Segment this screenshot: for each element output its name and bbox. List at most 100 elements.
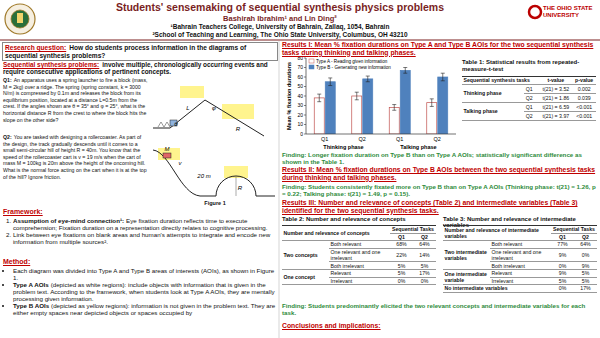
error-cap [366, 76, 370, 77]
cell: Q2 [413, 233, 436, 241]
cell: Irrelevant [329, 277, 390, 285]
cell: <0.001 [572, 111, 596, 120]
cell: 0% [551, 285, 574, 293]
finding: Finding: Students predominantly elicited… [282, 302, 598, 316]
question: Q2:You are tasked with designing a rolle… [3, 134, 149, 180]
tick-label: 80 [297, 55, 303, 61]
cell: 0.039 [572, 93, 596, 102]
error-cap [317, 94, 321, 95]
error-cap [403, 67, 407, 68]
cell: Number and relevance of concepts [282, 226, 390, 241]
error-line [356, 92, 357, 100]
heading: Results III: Number and relevance of con… [282, 199, 598, 214]
cell: 9% [551, 248, 574, 262]
cell: p-value [572, 77, 596, 85]
cell: One concept [282, 269, 329, 284]
y-axis [306, 58, 307, 134]
heading: Sequential synthesis problems: [3, 61, 99, 68]
cell: Both irrelevant [329, 262, 390, 270]
tick-label: 50 [297, 83, 303, 89]
logo-book [17, 13, 23, 23]
logo-core [11, 10, 29, 28]
list-item: Type B AOIs(depicted as yellow regions):… [13, 302, 276, 316]
error-line [367, 76, 368, 82]
error-cap [430, 106, 434, 107]
question-label: Q2: [3, 134, 12, 140]
logo-left [5, 4, 35, 34]
row: Thinking phaseQ1t(21) = 3.520.002 [462, 84, 596, 93]
error-cap [392, 104, 396, 105]
legend-swatch [309, 59, 314, 63]
row: One intermediate variableRelevant9%5% [443, 269, 597, 277]
error-line [394, 105, 395, 111]
figure-label: v [179, 160, 183, 166]
cell: Thinking phase [462, 84, 524, 102]
tick [304, 77, 306, 78]
list-item: Type A AOIs(depicted as white regions): … [13, 281, 276, 302]
spring [158, 122, 170, 127]
row: One conceptRelevant5%17% [282, 269, 436, 277]
research-question: Research question:How do students proces… [2, 42, 278, 61]
ridge [153, 100, 264, 136]
divider [279, 41, 280, 338]
cell: One relevant and one irrelevant [329, 248, 390, 262]
x-tick-label: Q2 [359, 136, 366, 142]
figure: LθφRMv20 mR [153, 86, 275, 196]
cell: 14% [413, 248, 436, 262]
cell: Q1 [390, 233, 413, 241]
legend-label: Type A - Reading given information [316, 59, 388, 64]
caption: Figure 1 [185, 200, 245, 206]
tick-label: 60 [297, 74, 303, 80]
cell: No intermediate variables [443, 285, 551, 293]
cell: 5% [574, 277, 597, 285]
cell: 5% [551, 277, 574, 285]
authors: Bashirah Ibrahim¹ and Lin Ding² [40, 14, 520, 23]
error-line [319, 94, 320, 102]
cell: 17% [574, 285, 597, 293]
cell: t(21) = 1.86 [539, 93, 572, 102]
lead: Type A AOIs [13, 281, 49, 288]
cell: 0.002 [572, 84, 596, 93]
tick [304, 105, 306, 106]
cell: Q2 [524, 93, 539, 102]
framework-list: Assumption of eye-mind connection¹:Eye f… [3, 217, 276, 245]
axis-title: Mean % fixation durations [286, 62, 292, 130]
table-title: Table 2: Number and relevance of concept… [282, 216, 436, 222]
cell: 9% [551, 269, 574, 277]
cell: 17% [413, 269, 436, 277]
table-table3: Number and relevance of intermediate var… [443, 225, 597, 293]
error-bar [355, 92, 359, 100]
row: Number and relevance of intermediate var… [443, 226, 597, 234]
method-list: Each diagram was divided into Type A and… [3, 267, 276, 316]
logo-right: THE OHIO STATE UNIVERSITY [543, 5, 598, 19]
question: Q1:An apparatus uses a spring launcher t… [3, 77, 149, 123]
error-bar [430, 99, 434, 107]
group-label: Thinking phase [323, 144, 363, 150]
row: Number and relevance of conceptsSequenti… [282, 226, 436, 234]
error-cap [403, 73, 407, 74]
figure-label: R [236, 126, 241, 132]
table-title: Table 1: Statistical results from repeat… [462, 59, 596, 73]
group-label: Talking phase [400, 144, 436, 150]
legend-label: Type B - Generating new information [316, 65, 391, 70]
question-text: You are tasked with designing a rollerco… [3, 134, 147, 180]
cell: 9% [574, 262, 597, 270]
divider [0, 40, 600, 41]
logo-osu-mark [529, 6, 541, 18]
cell: t-value [539, 77, 572, 85]
radius [236, 177, 237, 196]
tick-label: 40 [297, 93, 303, 99]
heading: Research question: [5, 44, 66, 51]
question-label: Q1: [3, 77, 12, 83]
error-cap [430, 98, 434, 99]
title: Students' sensemaking of sequential synt… [40, 1, 520, 13]
error-cap [355, 92, 359, 93]
lead: Assumption of eye-mind connection¹: [13, 217, 124, 224]
tick-label: 0 [300, 131, 303, 137]
error-line [405, 68, 406, 74]
error-cap [328, 77, 332, 78]
error-bar [403, 68, 407, 74]
cell: t(21) = 3.52 [539, 84, 572, 93]
cell: Two concepts [282, 241, 329, 270]
tick-label: 70 [297, 64, 303, 70]
